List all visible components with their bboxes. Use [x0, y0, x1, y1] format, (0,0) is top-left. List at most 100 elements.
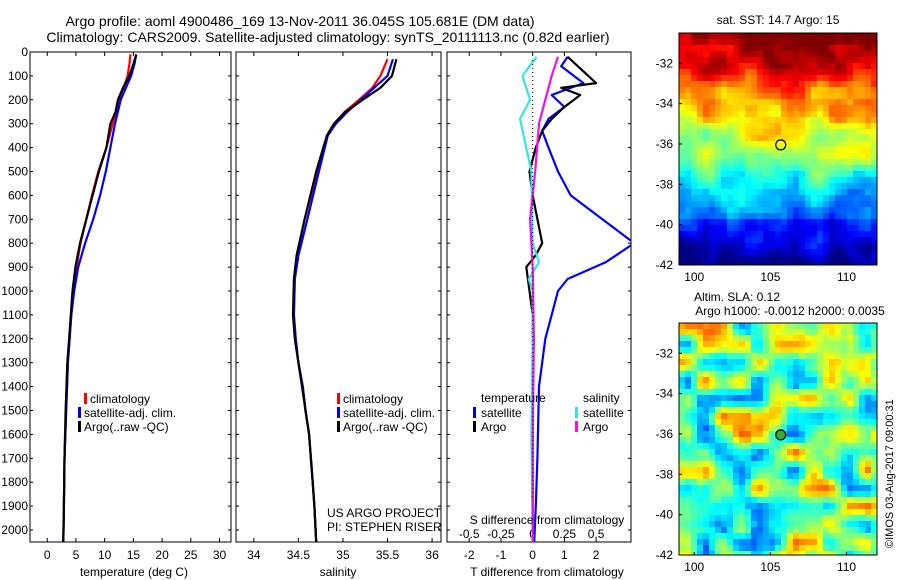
- sst-cell: [859, 195, 865, 201]
- sst-cell: [715, 75, 721, 81]
- sst-cell: [709, 105, 715, 111]
- sla-cell: [793, 383, 799, 389]
- sst-cell: [859, 141, 865, 147]
- sla-cell: [691, 323, 697, 329]
- sst-cell: [859, 249, 865, 255]
- sla-cell: [769, 527, 775, 533]
- map-lat-label: -32: [656, 56, 674, 70]
- sla-cell: [775, 371, 781, 377]
- sst-cell: [823, 111, 829, 117]
- sla-cell: [829, 341, 835, 347]
- sla-cell: [835, 425, 841, 431]
- sla-cell: [781, 395, 787, 401]
- sst-cell: [745, 33, 751, 39]
- sla-cell: [721, 527, 727, 533]
- sla-cell: [703, 347, 709, 353]
- sla-cell: [745, 521, 751, 527]
- sla-cell: [817, 341, 823, 347]
- sst-cell: [685, 51, 691, 57]
- sla-cell: [781, 377, 787, 383]
- sst-cell: [685, 141, 691, 147]
- sst-cell: [835, 81, 841, 87]
- sst-cell: [847, 243, 853, 249]
- sla-cell: [805, 539, 811, 545]
- sla-cell: [847, 509, 853, 515]
- sla-cell: [841, 461, 847, 467]
- sst-cell: [703, 237, 709, 243]
- sst-cell: [823, 129, 829, 135]
- sst-cell: [721, 183, 727, 189]
- x-tick-label: 5: [73, 548, 80, 562]
- legend-label-climatology: climatology: [343, 392, 403, 406]
- sst-cell: [721, 195, 727, 201]
- sst-cell: [823, 207, 829, 213]
- sla-cell: [793, 467, 799, 473]
- sst-cell: [823, 159, 829, 165]
- sst-cell: [805, 81, 811, 87]
- sla-cell: [811, 473, 817, 479]
- sst-cell: [787, 45, 793, 51]
- sst-cell: [733, 63, 739, 69]
- sst-cell: [853, 135, 859, 141]
- sst-cell: [703, 219, 709, 225]
- sst-cell: [781, 249, 787, 255]
- sst-cell: [805, 135, 811, 141]
- sla-cell: [847, 521, 853, 527]
- sla-cell: [823, 509, 829, 515]
- sla-cell: [793, 419, 799, 425]
- sst-cell: [787, 237, 793, 243]
- sla-cell: [715, 443, 721, 449]
- sst-cell: [865, 111, 871, 117]
- sst-cell: [685, 135, 691, 141]
- sst-cell: [865, 165, 871, 171]
- sst-cell: [847, 135, 853, 141]
- sst-cell: [685, 111, 691, 117]
- sst-cell: [679, 189, 685, 195]
- sla-cell: [691, 521, 697, 527]
- sst-cell: [793, 111, 799, 117]
- sla-cell: [823, 467, 829, 473]
- sla-cell: [829, 419, 835, 425]
- sst-cell: [733, 195, 739, 201]
- sla-cell: [757, 491, 763, 497]
- sst-cell: [841, 207, 847, 213]
- sst-cell: [757, 249, 763, 255]
- sla-cell: [733, 371, 739, 377]
- sst-cell: [787, 135, 793, 141]
- sst-cell: [745, 243, 751, 249]
- sst-cell: [685, 45, 691, 51]
- sla-cell: [847, 443, 853, 449]
- sst-cell: [691, 117, 697, 123]
- sst-cell: [721, 33, 727, 39]
- sst-cell: [799, 117, 805, 123]
- sla-cell: [817, 377, 823, 383]
- sst-cell: [715, 81, 721, 87]
- sla-cell: [823, 473, 829, 479]
- sst-cell: [775, 225, 781, 231]
- sst-cell: [853, 201, 859, 207]
- sla-cell: [871, 449, 877, 455]
- sst-cell: [775, 219, 781, 225]
- sst-cell: [697, 87, 703, 93]
- sla-cell: [835, 437, 841, 443]
- sst-cell: [817, 111, 823, 117]
- sst-cell: [835, 69, 841, 75]
- sst-cell: [823, 135, 829, 141]
- depth-tick-label: 1800: [1, 475, 28, 489]
- sst-cell: [817, 201, 823, 207]
- sst-cell: [847, 93, 853, 99]
- sla-cell: [685, 515, 691, 521]
- sla-cell: [751, 425, 757, 431]
- sla-cell: [859, 503, 865, 509]
- sst-cell: [763, 39, 769, 45]
- sla-cell: [751, 479, 757, 485]
- sla-cell: [745, 407, 751, 413]
- sst-cell: [793, 201, 799, 207]
- sst-cell: [751, 147, 757, 153]
- sst-cell: [781, 105, 787, 111]
- sla-cell: [685, 467, 691, 473]
- x-tick-label: -2: [464, 548, 475, 562]
- sst-cell: [829, 189, 835, 195]
- sst-cell: [751, 33, 757, 39]
- sst-cell: [739, 111, 745, 117]
